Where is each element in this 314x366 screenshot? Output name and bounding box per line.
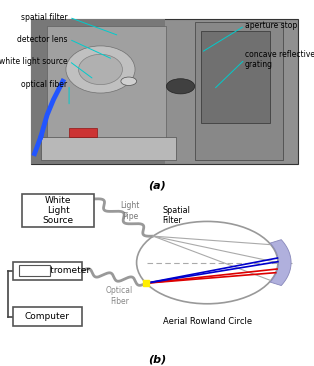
Bar	[19, 265, 50, 276]
Text: Optical
Fiber: Optical Fiber	[106, 286, 133, 306]
Circle shape	[121, 77, 137, 85]
Polygon shape	[270, 240, 291, 285]
Bar	[13, 262, 82, 280]
Text: spatial filter: spatial filter	[21, 13, 68, 22]
Ellipse shape	[66, 46, 135, 93]
Text: Light
Pipe: Light Pipe	[121, 201, 140, 221]
Bar	[41, 137, 176, 160]
Text: concave reflective
grating: concave reflective grating	[245, 50, 314, 69]
Bar	[47, 26, 166, 154]
Text: White
Light
Source: White Light Source	[42, 195, 74, 225]
Bar	[22, 194, 94, 227]
Text: (a): (a)	[148, 180, 166, 191]
Text: white light source: white light source	[0, 57, 68, 66]
Bar	[31, 19, 165, 164]
Bar	[13, 307, 82, 326]
Bar	[31, 19, 298, 164]
Text: Spectrometer: Spectrometer	[29, 266, 91, 275]
Text: optical fiber: optical fiber	[21, 80, 68, 89]
Ellipse shape	[78, 54, 122, 85]
Bar	[69, 128, 97, 137]
Text: Computer: Computer	[24, 312, 70, 321]
Text: aperture stop: aperture stop	[245, 21, 297, 30]
Text: (b): (b)	[148, 354, 166, 364]
Text: detector lens: detector lens	[17, 35, 68, 44]
Bar	[195, 22, 283, 160]
Text: Spatial
Filter: Spatial Filter	[163, 206, 190, 225]
Circle shape	[166, 79, 195, 94]
Text: Aerial Rowland Circle: Aerial Rowland Circle	[163, 317, 252, 326]
Bar	[201, 31, 270, 123]
